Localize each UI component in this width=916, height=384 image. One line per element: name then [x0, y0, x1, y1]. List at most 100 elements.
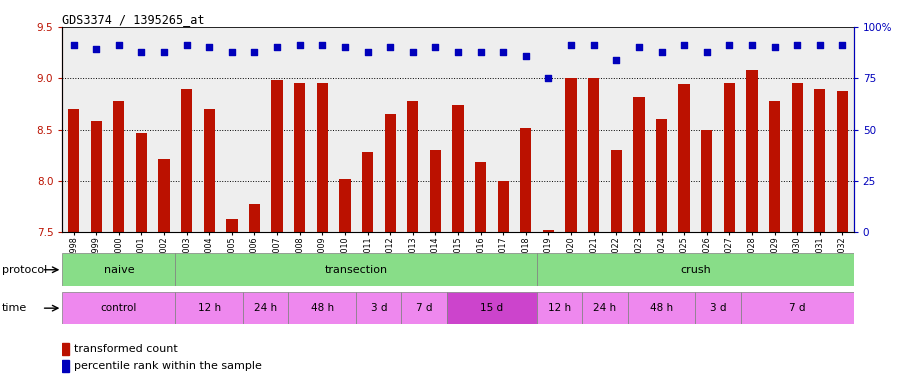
Bar	[317, 83, 328, 232]
Text: GDS3374 / 1395265_at: GDS3374 / 1395265_at	[62, 13, 205, 26]
Point	[812, 42, 827, 48]
Bar	[791, 83, 802, 232]
Point	[496, 48, 510, 55]
Bar	[583, 292, 627, 324]
Bar	[226, 219, 237, 232]
Text: 15 d: 15 d	[480, 303, 504, 313]
Bar	[447, 292, 537, 324]
Text: control: control	[101, 303, 137, 313]
Point	[474, 48, 488, 55]
Bar	[747, 70, 758, 232]
Text: crush: crush	[680, 265, 711, 275]
Point	[586, 42, 601, 48]
Text: time: time	[2, 303, 27, 313]
Bar	[91, 121, 102, 232]
Bar	[537, 253, 854, 286]
Bar	[362, 152, 373, 232]
Point	[224, 48, 239, 55]
Bar	[588, 78, 599, 232]
Bar	[175, 253, 537, 286]
Point	[66, 42, 81, 48]
Point	[745, 42, 759, 48]
Text: transection: transection	[324, 265, 387, 275]
Text: 3 d: 3 d	[371, 303, 387, 313]
Bar	[62, 292, 175, 324]
Bar	[203, 109, 215, 232]
Bar	[385, 114, 396, 232]
Point	[112, 42, 126, 48]
Point	[768, 44, 782, 50]
Point	[202, 44, 216, 50]
Point	[541, 75, 556, 81]
Text: protocol: protocol	[2, 265, 47, 275]
Point	[790, 42, 804, 48]
Point	[134, 48, 148, 55]
Bar	[249, 204, 260, 232]
Bar	[520, 127, 531, 232]
Bar	[741, 292, 854, 324]
Bar	[814, 89, 825, 232]
Bar	[679, 84, 690, 232]
Bar	[62, 343, 70, 355]
Point	[428, 44, 442, 50]
Point	[383, 44, 398, 50]
Point	[654, 48, 669, 55]
Bar	[339, 179, 351, 232]
Bar	[181, 89, 192, 232]
Bar	[724, 83, 735, 232]
Point	[270, 44, 285, 50]
Bar	[271, 80, 283, 232]
Point	[563, 42, 578, 48]
Text: 7 d: 7 d	[789, 303, 805, 313]
Bar	[243, 292, 289, 324]
Bar	[769, 101, 780, 232]
Point	[451, 48, 465, 55]
Point	[360, 48, 375, 55]
Bar	[294, 83, 305, 232]
Bar	[114, 101, 125, 232]
Text: naive: naive	[104, 265, 134, 275]
Text: 24 h: 24 h	[255, 303, 278, 313]
Bar	[701, 130, 713, 232]
Bar	[543, 230, 554, 232]
Bar	[407, 101, 419, 232]
Bar	[633, 97, 645, 232]
Bar	[62, 360, 70, 372]
Bar	[836, 91, 848, 232]
Text: percentile rank within the sample: percentile rank within the sample	[74, 361, 262, 371]
Text: 24 h: 24 h	[594, 303, 616, 313]
Bar	[475, 162, 486, 232]
Bar	[537, 292, 583, 324]
Point	[247, 48, 262, 55]
Bar	[289, 292, 356, 324]
Text: 3 d: 3 d	[710, 303, 726, 313]
Bar	[62, 253, 175, 286]
Text: 48 h: 48 h	[650, 303, 673, 313]
Text: 48 h: 48 h	[311, 303, 334, 313]
Point	[835, 42, 850, 48]
Bar	[565, 78, 577, 232]
Point	[89, 46, 104, 53]
Point	[180, 42, 194, 48]
Text: 12 h: 12 h	[198, 303, 221, 313]
Bar	[158, 159, 169, 232]
Point	[631, 44, 646, 50]
Point	[700, 48, 714, 55]
Point	[157, 48, 171, 55]
Text: 7 d: 7 d	[416, 303, 432, 313]
Point	[315, 42, 330, 48]
Point	[406, 48, 420, 55]
Bar	[136, 133, 147, 232]
Bar	[401, 292, 447, 324]
Bar	[611, 150, 622, 232]
Bar	[656, 119, 667, 232]
Point	[292, 42, 307, 48]
Text: 12 h: 12 h	[548, 303, 572, 313]
Text: transformed count: transformed count	[74, 344, 178, 354]
Point	[518, 53, 533, 59]
Point	[338, 44, 353, 50]
Point	[722, 42, 736, 48]
Bar	[627, 292, 695, 324]
Bar	[430, 150, 441, 232]
Bar	[356, 292, 401, 324]
